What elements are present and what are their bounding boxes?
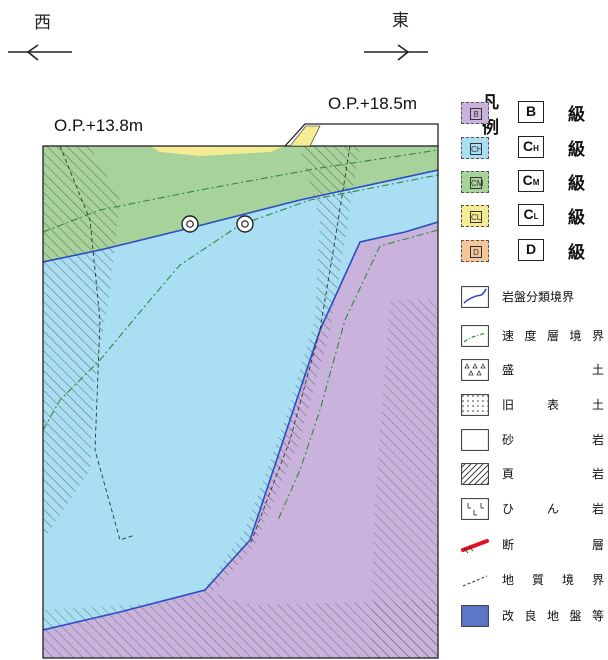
grade-suffix: 級 (568, 174, 585, 194)
legend-item-label: 旧表土 (502, 398, 604, 412)
legend-grade-ch: CH CH 級 (458, 133, 608, 163)
grade-swatch-label: D (470, 246, 482, 258)
fill-soil-icon (461, 359, 489, 385)
geologic-boundary-line (59, 146, 136, 541)
grade-suffix: 級 (568, 140, 585, 160)
grade-box-label: CH (518, 136, 544, 158)
legend-item-fault: 断層 (458, 530, 608, 560)
grade-box-main: B (525, 103, 537, 119)
shale-band-lower-east (370, 300, 438, 658)
grade-box-label: CM (518, 170, 544, 192)
legend-item-label: 盛土 (502, 363, 604, 377)
grade-box-main: C (523, 138, 534, 154)
grade-box-main: D (525, 241, 537, 257)
east-label: 東 (392, 11, 409, 31)
rock-boundary-icon (461, 286, 489, 312)
grade-box-main: C (523, 206, 534, 222)
grade-box-sub: M (532, 178, 540, 187)
velocity-boundary-line (43, 174, 438, 431)
grade-suffix: 級 (568, 243, 585, 263)
grade-suffix: 級 (568, 105, 585, 125)
grade-box-label: B (518, 101, 544, 123)
shale-band-west (43, 146, 120, 540)
grade-box-sub: L (533, 212, 539, 221)
legend-item-improved-ground: 改良地盤等 (458, 601, 608, 631)
grade-box-main: C (522, 172, 533, 188)
legend-item-label: 砂岩 (502, 433, 604, 447)
grade-box-sub: H (533, 144, 539, 153)
legend-item-label: 断層 (502, 538, 604, 552)
grade-box-label: D (518, 239, 544, 261)
ground-surface (284, 123, 439, 147)
legend-grade-cm: CM CM 級 (458, 167, 608, 197)
legend-item-hornfels: ひん岩 (458, 494, 608, 524)
legend-item-old-topsoil: 旧表土 (458, 390, 608, 420)
legend-grade-cl: CL CL 級 (458, 201, 608, 231)
legend-item-label: 速度層境界 (502, 329, 604, 343)
shale-band-east (200, 146, 360, 595)
grade-cl-zone (150, 146, 285, 156)
legend-item-label: 改良地盤等 (502, 609, 604, 623)
grade-box-label: CL (518, 204, 544, 226)
velocity-boundary-icon (461, 325, 489, 351)
improved-ground-icon (461, 605, 489, 631)
legend-item-label: 頁岩 (502, 467, 604, 481)
grade-swatch: D (461, 240, 489, 262)
rock-boundary-line (43, 221, 438, 631)
west-label: 西 (34, 13, 51, 33)
fault-icon (461, 534, 489, 560)
grade-swatch: CH (461, 137, 489, 159)
shale-icon (444, 463, 508, 489)
geologic-boundary-icon (461, 569, 489, 595)
legend-item-fill-soil: 盛土 (458, 355, 608, 385)
legend-item-geologic-boundary: 地質境界 (458, 565, 608, 595)
east-arrow-icon (364, 44, 428, 61)
legend-item-velocity-boundary: 速度層境界 (458, 321, 608, 351)
legend-item-label: 岩盤分類境界 (502, 290, 575, 304)
grade-swatch-label: B (470, 108, 482, 120)
velocity-boundary-line (277, 229, 438, 521)
elevation-west-label: O.P.+13.8m (54, 116, 143, 135)
legend-item-shale: 頁岩 (444, 459, 608, 489)
borehole-marker-icon (236, 215, 254, 233)
legend-item-rock-boundary: 岩盤分類境界 (458, 282, 608, 312)
legend-item-label: ひん岩 (502, 502, 604, 516)
grade-b-zone-east (43, 222, 438, 658)
legend-item-sandstone: 砂岩 (458, 425, 608, 455)
grade-swatch: CM (461, 171, 489, 193)
sandstone-icon (461, 429, 489, 455)
grade-cl-surface-cap (289, 125, 321, 147)
grade-swatch: CL (461, 205, 489, 227)
shale-band-bottom (43, 592, 438, 658)
grade-swatch-label: CM (470, 177, 484, 189)
geologic-boundary-line (249, 146, 351, 546)
borehole-marker-icon (181, 215, 199, 233)
grade-swatch-label: CH (470, 143, 483, 155)
old-topsoil-icon (461, 394, 489, 420)
grade-suffix: 級 (568, 208, 585, 228)
west-arrow-icon (8, 44, 72, 61)
grade-swatch-label: CL (470, 211, 482, 223)
hornfels-icon (461, 498, 489, 524)
legend-item-label: 地質境界 (502, 573, 604, 587)
grade-swatch: B (461, 102, 489, 124)
elevation-east-label: O.P.+18.5m (328, 94, 417, 113)
section-frame (42, 145, 439, 659)
velocity-boundary-line (43, 149, 438, 233)
